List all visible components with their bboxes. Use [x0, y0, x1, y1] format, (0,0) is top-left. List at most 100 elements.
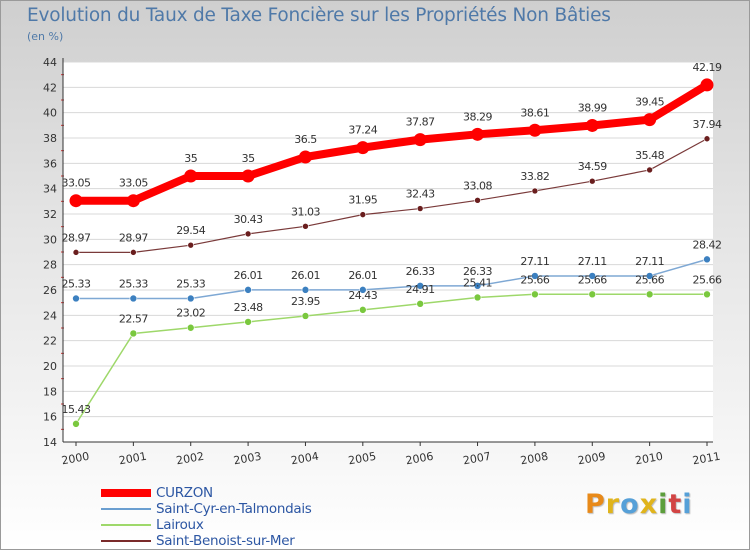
y-tick-label: 32: [43, 208, 57, 221]
data-label: 25.66: [520, 273, 549, 286]
logo-letter: o: [620, 489, 640, 520]
data-point: [359, 306, 367, 314]
data-point: [531, 187, 539, 195]
x-tick-label: 2000: [60, 450, 90, 468]
data-label: 42.19: [693, 61, 722, 74]
y-tick-label: 38: [43, 132, 57, 145]
legend-label: Saint-Benoist-sur-Mer: [156, 533, 295, 549]
data-label: 37.87: [406, 116, 435, 129]
x-tick-label: 2006: [405, 450, 435, 468]
data-point: [531, 290, 539, 299]
plot-background: [63, 62, 713, 442]
x-tick-label: 2003: [233, 450, 263, 468]
data-label: 27.11: [578, 255, 607, 268]
data-label: 26.01: [291, 269, 320, 282]
data-label: 15.43: [62, 403, 91, 416]
data-label: 31.95: [348, 194, 377, 207]
legend-label: CURZON: [156, 485, 213, 501]
data-point: [416, 300, 424, 308]
data-label: 24.91: [406, 283, 435, 296]
y-tick-label: 28: [43, 259, 57, 272]
data-label: 30.43: [234, 213, 263, 226]
data-point: [416, 282, 424, 290]
proxiti-logo: Proxiti: [585, 489, 693, 520]
x-tick-label: 2002: [175, 450, 205, 468]
legend-swatch: [101, 524, 151, 526]
data-point: [184, 169, 198, 183]
x-tick-label: 2007: [462, 450, 492, 468]
x-tick-label: 2008: [519, 450, 549, 468]
x-tick-label: 2011: [691, 450, 721, 468]
data-label: 25.33: [176, 277, 205, 290]
data-point: [72, 249, 80, 256]
data-label: 24.43: [348, 289, 377, 302]
data-point: [471, 127, 485, 141]
data-point: [585, 118, 599, 132]
data-label: 36.5: [294, 133, 317, 146]
data-point: [241, 169, 255, 183]
data-label: 38.61: [520, 106, 549, 119]
data-label: 22.57: [119, 312, 148, 325]
legend-item: Saint-Benoist-sur-Mer: [101, 533, 361, 549]
data-label: 34.59: [578, 160, 607, 173]
y-tick-label: 14: [43, 436, 57, 449]
y-tick-label: 34: [43, 183, 57, 196]
data-point: [301, 312, 310, 320]
series-saint-benoist-sur-mer: [72, 135, 711, 256]
data-label: 29.54: [176, 224, 205, 237]
data-label: 37.94: [693, 118, 722, 131]
legend-item: Saint-Cyr-en-Talmondais: [101, 501, 361, 517]
data-point: [646, 166, 653, 174]
logo-letter: t: [668, 489, 683, 520]
data-label: 35: [184, 152, 197, 165]
legend: CURZON Saint-Cyr-en-Talmondais Lairoux Sain…: [101, 485, 361, 549]
data-point: [244, 318, 252, 326]
data-label: 26.33: [406, 265, 435, 278]
data-label: 28.97: [119, 231, 148, 244]
data-label: 27.11: [520, 255, 549, 268]
data-label: 35: [242, 152, 255, 165]
data-labels: 28.97 28.97 29.54 30.43 31.03 31.95 32.43 33.08…: [62, 61, 723, 416]
data-label: 25.41: [463, 276, 492, 289]
y-tick-label: 18: [43, 385, 57, 398]
data-point: [703, 255, 711, 264]
data-point: [700, 78, 714, 92]
unit-label: (en %): [27, 30, 64, 43]
data-label: 28.42: [693, 238, 722, 251]
data-label: 26.01: [234, 269, 263, 282]
data-label: 32.43: [406, 188, 435, 201]
legend-item: CURZON: [101, 485, 361, 501]
data-point: [298, 150, 312, 164]
series-line: [75, 293, 708, 425]
data-label: 33.05: [62, 177, 91, 190]
data-label: 39.45: [635, 96, 664, 109]
data-point: [645, 290, 654, 299]
data-point: [473, 293, 482, 302]
data-point: [528, 123, 542, 137]
y-tick-label: 26: [43, 284, 57, 297]
data-label: 28.97: [62, 231, 91, 244]
legend-item: Lairoux: [101, 517, 361, 533]
y-tick-label: 44: [43, 56, 57, 69]
data-point: [645, 272, 654, 280]
data-point: [703, 135, 711, 143]
y-tick-label: 30: [43, 233, 57, 246]
data-label: 23.48: [234, 301, 263, 314]
data-point: [588, 290, 597, 299]
data-point: [302, 222, 309, 230]
data-point: [356, 141, 370, 155]
x-tick-label: 2004: [290, 450, 320, 468]
axes: 14 16 18 20 22 24 26 28 30 32 34 36 38 40 42 44 2000 2001…: [43, 56, 721, 467]
data-point: [72, 420, 80, 428]
y-tick-label: 24: [43, 309, 57, 322]
x-tick-label: 2001: [118, 450, 148, 468]
x-tick-label: 2005: [347, 450, 377, 468]
data-point: [359, 286, 367, 294]
data-point: [72, 294, 80, 303]
x-tick-label: 2009: [577, 450, 607, 468]
data-label: 33.05: [119, 177, 148, 190]
y-tick-label: 16: [43, 411, 57, 424]
data-point: [588, 177, 596, 185]
data-point: [413, 133, 427, 147]
